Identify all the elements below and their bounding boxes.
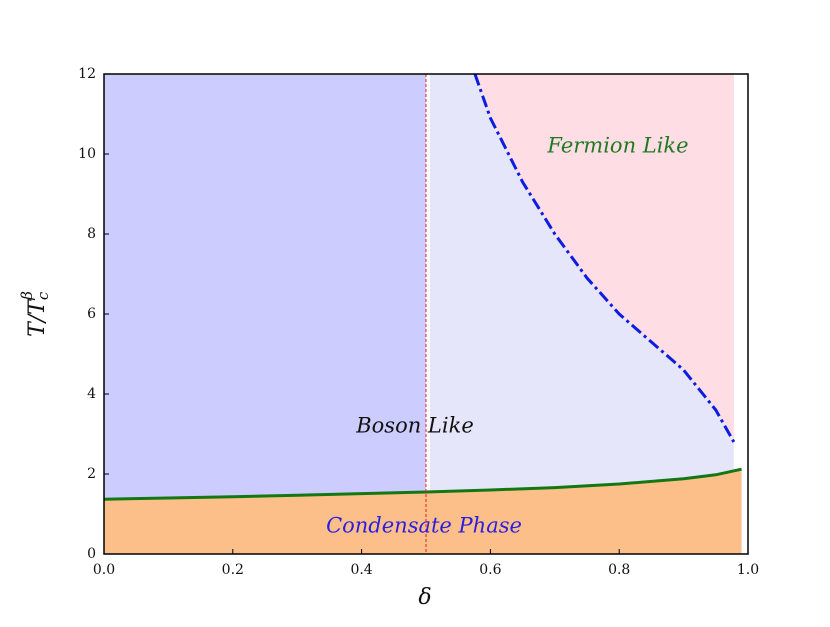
y-tick-label: 2 [87,466,96,482]
annotation: Condensate Phase [326,514,522,538]
x-tick-label: 0.2 [222,562,244,578]
condensate-region [104,469,742,554]
annotation: Boson Like [355,414,474,438]
y-label-main: T/T [25,298,50,337]
fermion-region [474,74,734,442]
x-tick-label: 1.0 [737,562,759,578]
critical-curve [103,467,742,501]
y-tick-label: 10 [78,146,96,162]
x-tick-label: 0.6 [479,562,501,578]
y-label: T/Tcβ [18,291,52,337]
y-tick-label: 0 [87,546,96,562]
x-tick-label: 0.4 [350,562,372,578]
boundary-curve [473,73,736,443]
y-label-sub: c [34,291,52,300]
y-tick-label: 4 [87,386,96,402]
y-tick-label: 8 [87,226,96,242]
y-label-sup: β [18,291,36,301]
y-tick-label: 6 [87,306,96,322]
x-tick-label: 0.8 [608,562,630,578]
x-label: δ [418,585,431,610]
region [104,74,426,554]
y-tick-label: 12 [78,66,96,82]
x-tick-label: 0.0 [93,562,115,578]
annotation: Fermion Like [546,134,688,158]
